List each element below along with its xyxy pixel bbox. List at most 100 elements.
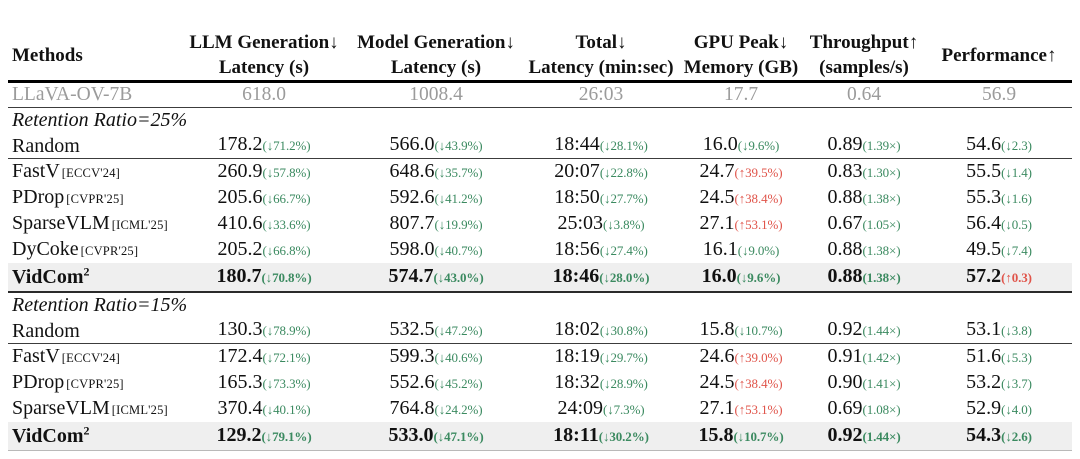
metric-value: 532.5	[389, 318, 435, 340]
table-row: Random 178.2(↓71.2%) 566.0(↓43.9%) 18:44(↓2…	[8, 132, 1072, 159]
metric-value: 0.90	[827, 371, 863, 393]
metric-value: 552.6	[389, 371, 435, 393]
metric-value: 0.89	[827, 133, 863, 155]
metric-value: 260.9	[217, 160, 263, 182]
metric-value: 18:50	[554, 186, 600, 208]
method-name: PDrop	[12, 186, 65, 208]
metric-value: 574.7	[388, 265, 434, 287]
value-cell: 55.3(↓1.6)	[926, 185, 1072, 211]
value-cell: 0.90(1.41×)	[802, 370, 926, 396]
section-title: Retention Ratio=15%	[12, 294, 188, 316]
delta-annotation: (↓30.8%)	[599, 323, 648, 338]
metric-value: 56.9	[981, 84, 1017, 105]
metric-value: 172.4	[217, 345, 263, 367]
value-cell: 0.64	[802, 81, 926, 108]
delta-annotation: (↓66.7%)	[262, 191, 311, 206]
delta-annotation: (↓73.3%)	[262, 376, 311, 391]
venue-tag: [CVPR'25]	[66, 192, 124, 206]
method-name: Random	[12, 320, 80, 342]
value-cell: 648.6(↓35.7%)	[350, 159, 522, 186]
col-header-throughput: Throughput↑ (samples/s)	[802, 24, 926, 83]
metric-value: 0.83	[827, 160, 863, 182]
delta-annotation: (↓5.3)	[1001, 350, 1032, 365]
method-cell: VidCom2	[8, 263, 178, 293]
delta-annotation: (↓28.9%)	[599, 376, 648, 391]
venue-tag: [ICML'25]	[111, 218, 168, 232]
delta-annotation: (↓57.8%)	[262, 165, 311, 180]
value-cell: 172.4(↓72.1%)	[178, 344, 350, 371]
method-superscript: 2	[83, 264, 90, 279]
delta-annotation: (↓41.2%)	[434, 191, 483, 206]
metric-value: 54.6	[966, 133, 1002, 155]
table-row: VidCom2 180.7(↓70.8%) 574.7(↓43.0%) 18:46(↓…	[8, 263, 1072, 293]
value-cell: 260.9(↓57.8%)	[178, 159, 350, 186]
delta-annotation: (↓71.2%)	[262, 138, 311, 153]
delta-annotation: (↓24.2%)	[434, 402, 483, 417]
metric-value: 54.3	[966, 424, 1002, 446]
metric-value: 0.91	[827, 345, 863, 367]
venue-tag: [ICML'25]	[111, 403, 168, 417]
value-cell: 24.7(↑39.5%)	[680, 159, 802, 186]
value-cell: 18:11(↓30.2%)	[522, 422, 680, 451]
metric-value: 129.2	[216, 424, 262, 446]
value-cell: 16.0(↓9.6%)	[680, 132, 802, 159]
delta-annotation: (↓40.7%)	[434, 243, 483, 258]
delta-annotation: (↓78.9%)	[262, 323, 311, 338]
value-cell: 27.1(↑53.1%)	[680, 211, 802, 237]
metric-value: 16.1	[702, 238, 738, 260]
col-header-gpu-memory: GPU Peak↓ Memory (GB)	[680, 24, 802, 83]
delta-annotation: (1.38×)	[862, 191, 901, 206]
delta-annotation: (↓9.6%)	[736, 270, 781, 285]
value-cell: 0.89(1.39×)	[802, 132, 926, 159]
section-title: Retention Ratio=25%	[12, 109, 188, 131]
col-header-llm-latency: LLM Generation↓ Latency (s)	[178, 24, 350, 83]
delta-annotation: (1.41×)	[862, 376, 901, 391]
delta-annotation: (↓33.6%)	[262, 217, 311, 232]
value-cell: 129.2(↓79.1%)	[178, 422, 350, 451]
venue-tag: [CVPR'25]	[66, 377, 124, 391]
delta-annotation: (↓28.1%)	[599, 138, 648, 153]
value-cell: 1008.4	[350, 81, 522, 108]
value-cell: 18:46(↓28.0%)	[522, 263, 680, 293]
metric-value: 410.6	[217, 212, 263, 234]
method-name: FastV	[12, 345, 60, 367]
delta-annotation: (1.44×)	[862, 429, 901, 444]
metric-value: 16.0	[702, 133, 738, 155]
metric-value: 18:44	[554, 133, 600, 155]
metric-value: 24:09	[557, 397, 603, 419]
value-cell: 24.5(↑38.4%)	[680, 370, 802, 396]
col-header-performance: Performance↑	[926, 24, 1072, 83]
metric-value: 53.2	[966, 371, 1002, 393]
table-row: DyCoke [CVPR'25] 205.2(↓66.8%) 598.0(↓40.7%…	[8, 237, 1072, 263]
baseline-row: LLaVA-OV-7B 618.0 1008.4 26:03 17.7 0.64 56.9	[8, 81, 1072, 108]
delta-annotation: (↓66.8%)	[262, 243, 311, 258]
metric-value: 370.4	[217, 397, 263, 419]
table-row: Random 130.3(↓78.9%) 532.5(↓47.2%) 18:02(↓3…	[8, 317, 1072, 344]
value-cell: 205.2(↓66.8%)	[178, 237, 350, 263]
value-cell: 0.67(1.05×)	[802, 211, 926, 237]
method-name: FastV	[12, 160, 60, 182]
metric-value: 15.8	[698, 424, 734, 446]
delta-annotation: (↓19.9%)	[434, 217, 483, 232]
value-cell: 18:44(↓28.1%)	[522, 132, 680, 159]
header-line: Model Generation↓	[357, 32, 515, 53]
method-name: SparseVLM	[12, 397, 110, 419]
value-cell: 0.69(1.08×)	[802, 396, 926, 422]
table-row: PDrop [CVPR'25] 165.3(↓73.3%) 552.6(↓45.2%)…	[8, 370, 1072, 396]
value-cell: 16.0(↓9.6%)	[680, 263, 802, 293]
value-cell: 205.6(↓66.7%)	[178, 185, 350, 211]
metric-value: 648.6	[389, 160, 435, 182]
metric-value: 0.88	[827, 238, 863, 260]
metric-value: 0.64	[846, 84, 882, 105]
metric-value: 18:56	[554, 238, 600, 260]
delta-annotation: (↓3.8)	[1001, 323, 1032, 338]
col-header-methods: Methods	[8, 24, 178, 83]
method-name: VidCom	[12, 425, 84, 447]
delta-annotation: (↓9.0%)	[737, 243, 780, 258]
metric-value: 130.3	[217, 318, 263, 340]
method-cell: LLaVA-OV-7B	[8, 81, 178, 108]
delta-annotation: (↓30.2%)	[598, 429, 649, 444]
delta-annotation: (↓1.4)	[1001, 165, 1032, 180]
header-line: Latency (s)	[218, 57, 310, 78]
